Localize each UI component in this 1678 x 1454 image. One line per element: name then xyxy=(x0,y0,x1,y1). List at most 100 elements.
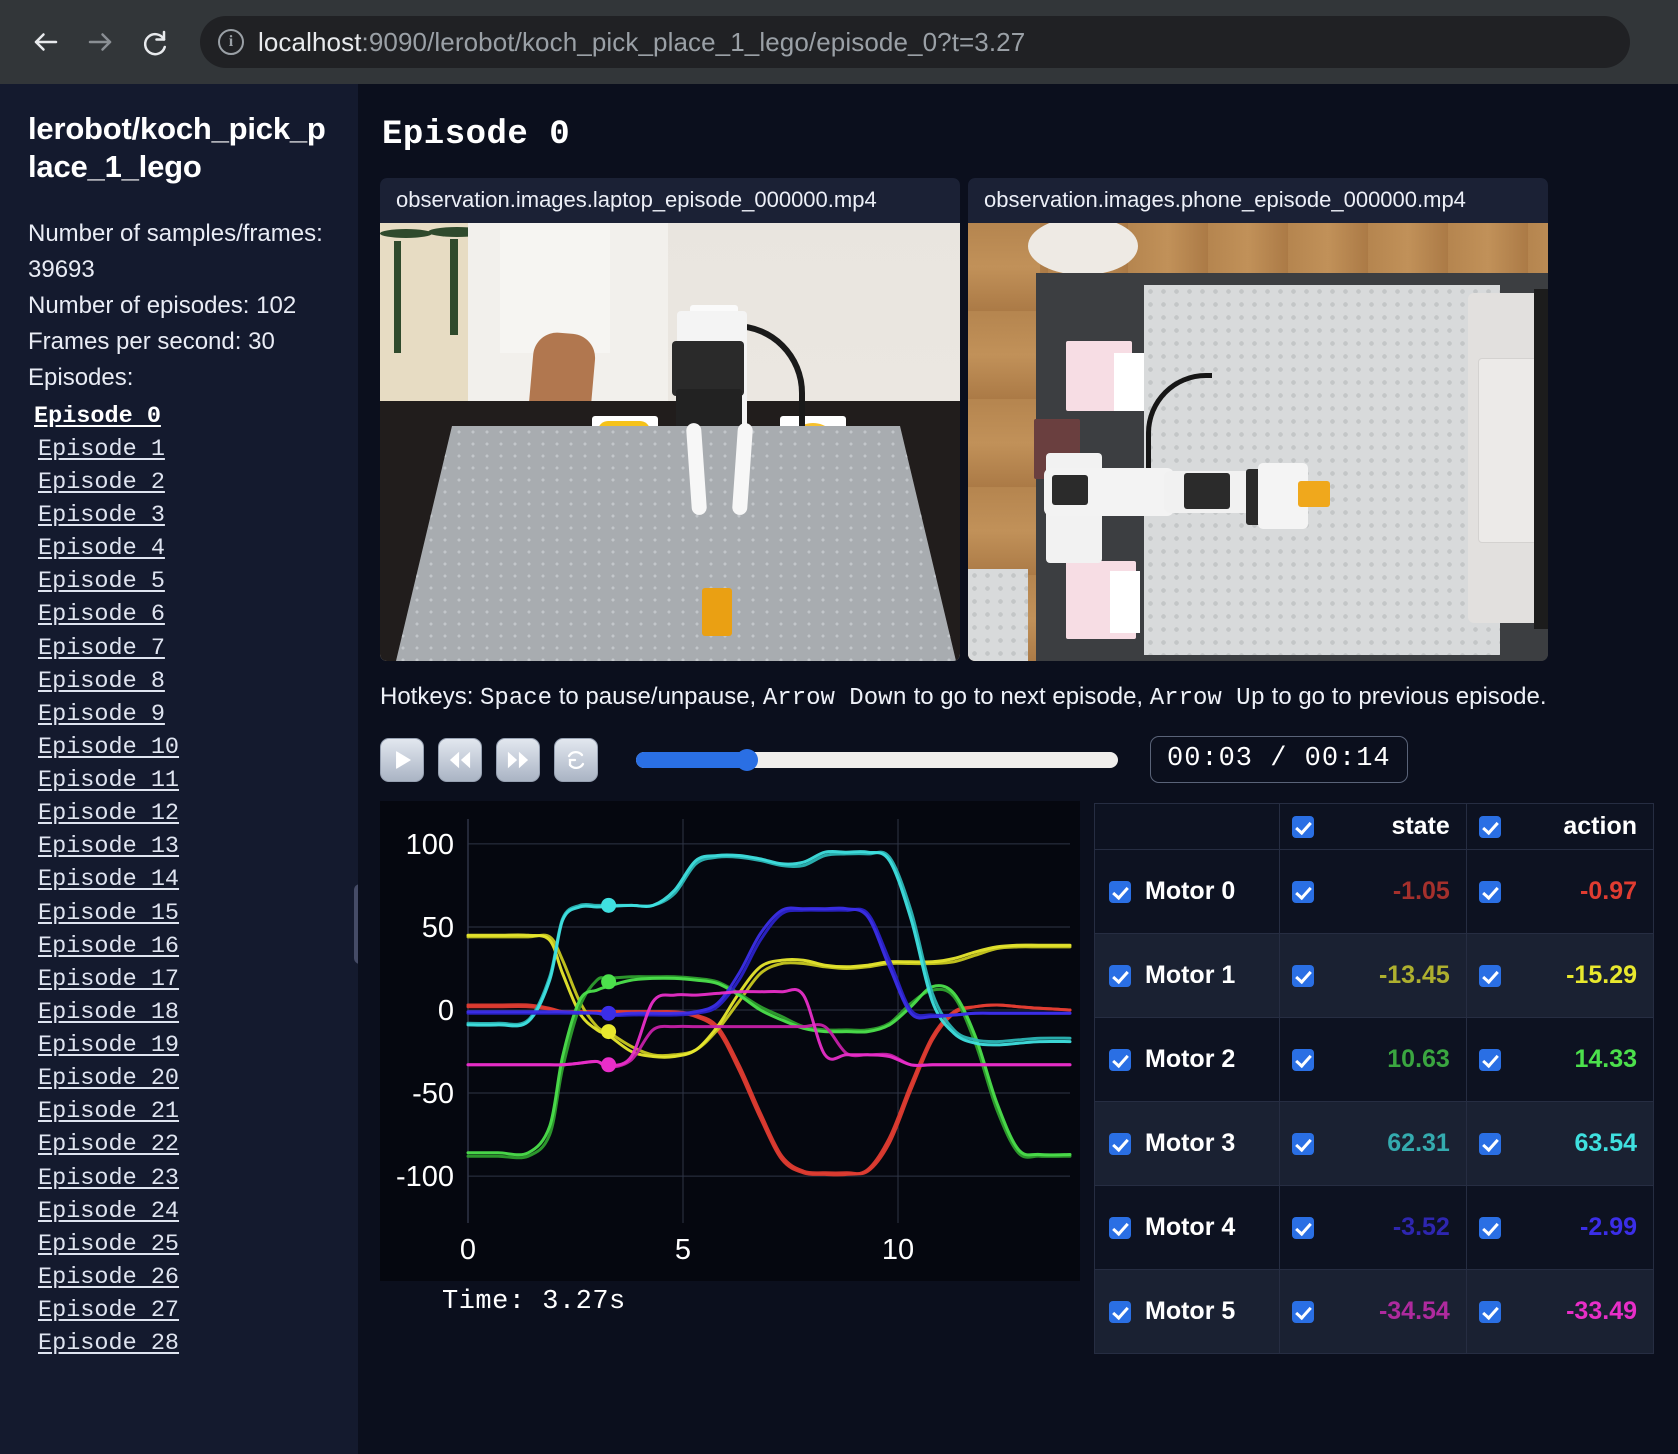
hotkeys-prefix: Hotkeys: xyxy=(380,683,481,710)
motor-state-cell: -34.54 xyxy=(1278,1269,1467,1354)
motor-row-checkbox[interactable] xyxy=(1109,964,1131,987)
action-column-checkbox[interactable] xyxy=(1478,815,1501,838)
motor-action-cell-checkbox[interactable] xyxy=(1478,880,1501,903)
motor-name-label: Motor 4 xyxy=(1145,1213,1236,1241)
page-body: lerobot/koch_pick_place_1_lego Number of… xyxy=(0,84,1678,1454)
sidebar-item-episode-1[interactable]: Episode 1 xyxy=(38,435,165,463)
sidebar-item-episode-26[interactable]: Episode 26 xyxy=(38,1263,180,1291)
motor-state-cell: -3.52 xyxy=(1278,1185,1467,1270)
browser-toolbar: i localhost:9090/lerobot/koch_pick_place… xyxy=(0,0,1678,84)
sidebar-item-episode-9[interactable]: Episode 9 xyxy=(38,700,165,728)
address-bar[interactable]: i localhost:9090/lerobot/koch_pick_place… xyxy=(200,16,1630,68)
fast-forward-button[interactable] xyxy=(496,737,540,782)
chart-series-line xyxy=(466,906,1072,1020)
motor-action-cell-checkbox[interactable] xyxy=(1478,964,1501,987)
motor-name-label: Motor 0 xyxy=(1145,877,1236,905)
sidebar-item-episode-10[interactable]: Episode 10 xyxy=(38,733,180,761)
motor-action-cell: -15.29 xyxy=(1465,933,1655,1018)
palm-trunk xyxy=(394,241,401,353)
sidebar-item-episode-7[interactable]: Episode 7 xyxy=(38,634,165,662)
motor-name-label: Motor 3 xyxy=(1145,1129,1236,1157)
motor-state-cell-checkbox[interactable] xyxy=(1291,1132,1314,1155)
rewind-button[interactable] xyxy=(438,737,482,782)
motor-state-cell-checkbox[interactable] xyxy=(1291,1300,1314,1323)
sidebar-item-episode-16[interactable]: Episode 16 xyxy=(38,932,180,960)
sidebar-item-episode-19[interactable]: Episode 19 xyxy=(38,1032,180,1059)
sidebar-item-episode-23[interactable]: Episode 23 xyxy=(38,1164,180,1192)
seek-slider[interactable] xyxy=(636,748,1118,771)
palm-trunk-2 xyxy=(450,239,458,335)
video-player-phone[interactable] xyxy=(968,223,1548,661)
chart-cursor-marker xyxy=(601,1057,617,1073)
motor-action-cell-value: -33.49 xyxy=(1566,1297,1637,1325)
table-row: Motor 4 -3.52 -2.99 xyxy=(1094,1185,1655,1270)
motor-state-cell-checkbox[interactable] xyxy=(1291,1048,1314,1071)
sidebar-item-episode-18[interactable]: Episode 18 xyxy=(38,998,180,1026)
sidebar-item-episode-21[interactable]: Episode 21 xyxy=(38,1098,180,1126)
sidebar-item-episode-2[interactable]: Episode 2 xyxy=(38,468,165,496)
motor-row-checkbox[interactable] xyxy=(1109,1216,1131,1239)
seek-thumb[interactable] xyxy=(735,748,758,771)
sidebar-item-episode-13[interactable]: Episode 13 xyxy=(38,833,180,861)
sidebar-item-episode-27[interactable]: Episode 27 xyxy=(38,1297,180,1324)
motor-action-cell-checkbox[interactable] xyxy=(1478,1300,1501,1323)
video-player-laptop[interactable] xyxy=(380,223,960,661)
lego-baseplate-top xyxy=(1144,285,1500,655)
play-button[interactable] xyxy=(380,737,424,782)
motor-row-checkbox[interactable] xyxy=(1109,1048,1131,1071)
motor-state-cell-checkbox[interactable] xyxy=(1291,1216,1314,1239)
sidebar-resize-handle[interactable] xyxy=(354,884,358,964)
motor-row-checkbox[interactable] xyxy=(1109,1132,1131,1155)
sidebar-item-episode-28[interactable]: Episode 28 xyxy=(38,1330,180,1358)
sidebar-item-episode-8[interactable]: Episode 8 xyxy=(38,667,165,695)
loop-button[interactable] xyxy=(554,737,598,782)
loop-icon xyxy=(567,750,585,769)
motor-name-label: Motor 1 xyxy=(1145,961,1236,989)
sidebar-item-episode-20[interactable]: Episode 20 xyxy=(38,1065,180,1093)
back-button[interactable] xyxy=(24,20,68,64)
chart-cursor-marker xyxy=(601,1024,617,1040)
sidebar-item-episode-14[interactable]: Episode 14 xyxy=(38,866,180,894)
motor-state-cell-checkbox[interactable] xyxy=(1291,964,1314,987)
motor-row-checkbox[interactable] xyxy=(1109,880,1131,903)
motor-action-cell-checkbox[interactable] xyxy=(1478,1216,1501,1239)
motor-state-cell-checkbox[interactable] xyxy=(1291,880,1314,903)
chart-series-line xyxy=(466,975,1072,1160)
forward-button[interactable] xyxy=(78,20,122,64)
sidebar-item-episode-11[interactable]: Episode 11 xyxy=(38,767,180,794)
motor-name-cell: Motor 5 xyxy=(1094,1269,1280,1354)
sidebar-item-episode-3[interactable]: Episode 3 xyxy=(38,502,165,529)
sidebar-item-episode-6[interactable]: Episode 6 xyxy=(38,601,165,629)
bowl xyxy=(1028,223,1138,275)
sidebar-item-episode-22[interactable]: Episode 22 xyxy=(38,1131,180,1159)
motor-name-cell: Motor 2 xyxy=(1094,1017,1280,1102)
timeseries-chart[interactable]: -100 -50 0 50 100 0 5 10 Time: 3.27s xyxy=(380,801,1080,1354)
sidebar-item-episode-17[interactable]: Episode 17 xyxy=(38,965,180,993)
sidebar-item-episode-15[interactable]: Episode 15 xyxy=(38,899,180,927)
dataset-meta: Number of samples/frames: 39693 Number o… xyxy=(28,216,332,396)
motor-action-cell-checkbox[interactable] xyxy=(1478,1132,1501,1155)
sidebar-item-episode-25[interactable]: Episode 25 xyxy=(38,1230,180,1258)
sticker-tag-1 xyxy=(1114,353,1144,411)
hotkey-space: Space xyxy=(480,685,553,712)
chart-ytick-label: 0 xyxy=(438,995,454,1027)
info-circle-icon[interactable]: i xyxy=(218,29,244,55)
motor-name-cell: Motor 0 xyxy=(1094,849,1280,934)
sidebar-item-episode-4[interactable]: Episode 4 xyxy=(38,535,165,563)
reload-button[interactable] xyxy=(132,20,176,64)
sidebar-item-episode-0[interactable]: Episode 0 xyxy=(34,402,161,430)
robot-joint-2 xyxy=(1184,473,1230,509)
sidebar-item-episode-5[interactable]: Episode 5 xyxy=(38,568,165,596)
url-host: localhost xyxy=(258,26,362,57)
motor-row-checkbox[interactable] xyxy=(1109,1300,1131,1323)
motor-action-cell-value: 14.33 xyxy=(1574,1045,1637,1073)
header-row: state action xyxy=(1094,803,1655,850)
sidebar-item-episode-24[interactable]: Episode 24 xyxy=(38,1197,180,1225)
header-action: action xyxy=(1465,803,1655,850)
robot-joint-1 xyxy=(1052,475,1088,505)
state-column-checkbox[interactable] xyxy=(1291,815,1314,838)
sidebar-item-episode-12[interactable]: Episode 12 xyxy=(38,800,180,828)
motor-action-cell-checkbox[interactable] xyxy=(1478,1048,1501,1071)
lower-panels: -100 -50 0 50 100 0 5 10 Time: 3.27s state xyxy=(380,801,1655,1354)
motor-name-label: Motor 5 xyxy=(1145,1297,1236,1325)
